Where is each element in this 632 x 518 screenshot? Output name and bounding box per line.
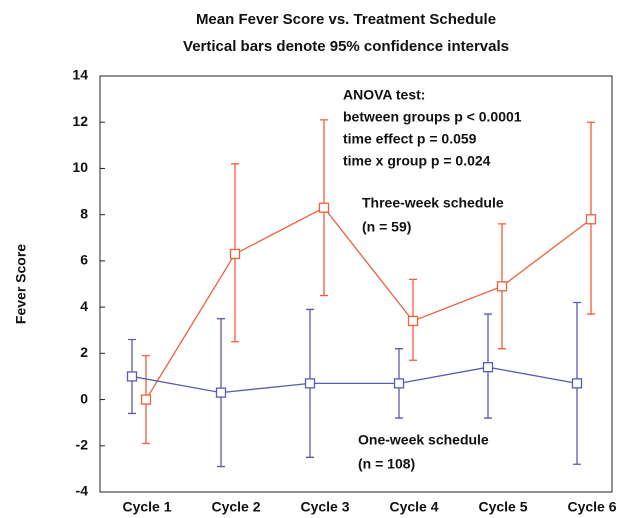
marker <box>140 394 152 405</box>
plot-frame <box>99 75 613 493</box>
y-tick-label: 2 <box>80 344 88 360</box>
y-tick-label: 4 <box>80 298 88 314</box>
y-tick-label: -2 <box>76 436 89 452</box>
marker <box>496 281 508 292</box>
series-line <box>131 366 578 394</box>
marker <box>407 315 419 327</box>
series-note: (n = 59) <box>362 219 411 235</box>
marker <box>482 362 494 373</box>
x-tick-label: Cycle 3 <box>300 499 349 515</box>
series-line <box>145 206 592 400</box>
annotation: time x group p = 0.024 <box>343 153 491 169</box>
annotation: ANOVA test: <box>343 87 425 103</box>
y-tick-label: 6 <box>80 252 88 268</box>
series-label: Three-week schedule <box>362 195 504 211</box>
series-note: (n = 108) <box>358 456 415 472</box>
y-tick-label: 12 <box>72 113 88 129</box>
chart-subtitle: Vertical bars denote 95% confidence inte… <box>183 38 509 55</box>
marker <box>571 378 583 389</box>
marker <box>229 248 241 260</box>
y-tick-label: 14 <box>72 67 88 83</box>
y-tick-label: 10 <box>72 159 88 175</box>
marker <box>215 387 227 398</box>
x-tick-label: Cycle 4 <box>389 499 438 515</box>
marker <box>318 202 330 213</box>
y-axis-label: Fever Score <box>13 244 29 324</box>
x-tick-label: Cycle 1 <box>122 499 171 515</box>
chart-title: Mean Fever Score vs. Treatment Schedule <box>196 11 496 28</box>
y-tick-label: 8 <box>80 205 88 221</box>
annotation: between groups p < 0.0001 <box>343 109 522 125</box>
y-tick-label: -4 <box>76 483 89 499</box>
y-tick-label: 0 <box>80 390 88 406</box>
marker <box>304 378 316 389</box>
series-label: One-week schedule <box>358 432 489 448</box>
marker <box>585 214 597 225</box>
marker <box>393 378 405 389</box>
x-tick-label: Cycle 2 <box>211 499 260 515</box>
x-tick-label: Cycle 5 <box>478 499 527 515</box>
marker <box>126 371 138 382</box>
x-tick-label: Cycle 6 <box>567 499 616 515</box>
annotation: time effect p = 0.059 <box>343 131 477 147</box>
